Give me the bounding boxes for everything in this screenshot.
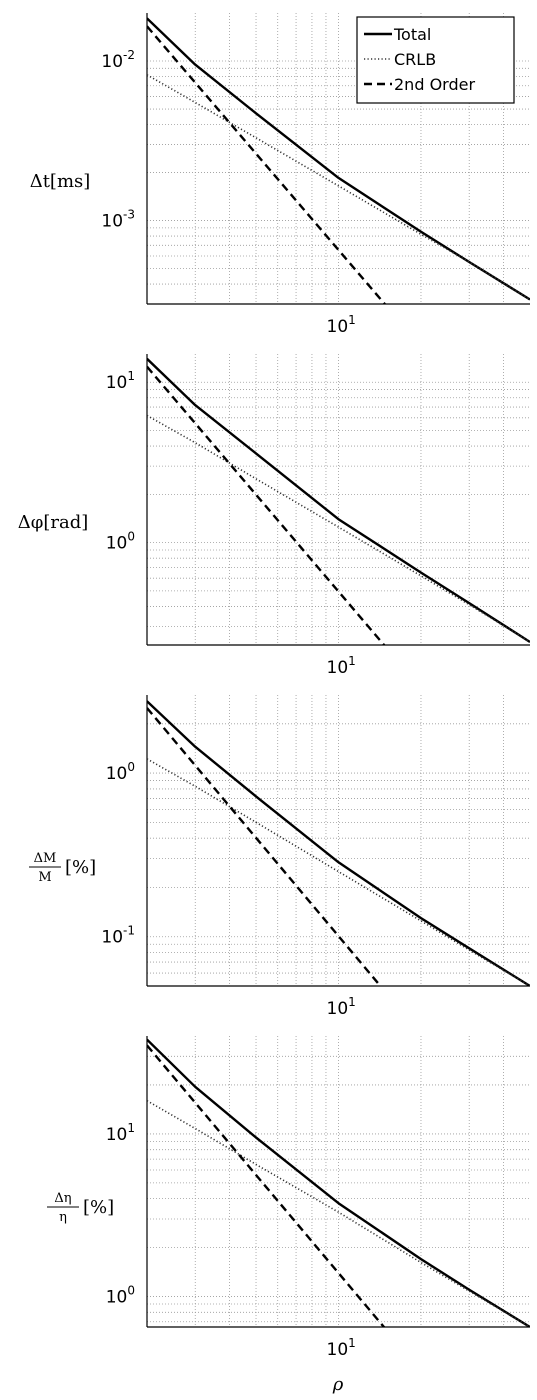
legend: Total CRLB 2nd Order [356,16,515,104]
y-axis-label: Δη η [%] [47,1191,114,1225]
chart-panel-4: 101 100 101 Δη η [%] ρ [47,1036,530,1395]
chart-panel-2: 101 100 101 Δφ[rad] [18,354,530,678]
x-tick-label: 101 [327,1336,356,1360]
y-axis-label: Δt[ms] [30,171,91,192]
y-label-denominator: η [59,1210,67,1225]
grid [147,354,530,645]
y-label-numerator: ΔM [34,851,57,866]
y-label-denominator: M [38,870,51,885]
chart-panel-3: 100 10-1 101 ΔM M [%] [29,695,530,1019]
y-tick-label: 10-3 [101,208,135,232]
y-tick-label: 10-2 [101,48,135,72]
series-2nd-order [147,1044,386,1327]
grid [147,1036,530,1327]
series-2nd-order [147,365,386,645]
y-tick-label: 100 [106,530,135,554]
x-axis-label: ρ [332,1374,344,1395]
y-axis-label: ΔM M [%] [29,851,96,885]
series-crlb [147,414,530,643]
legend-label: CRLB [394,50,436,69]
chart-panel-1: 10-2 10-3 101 Δt[ms] Total CRLB 2nd Order [30,13,530,337]
series-crlb [147,758,530,986]
series-total [147,357,530,644]
grid [147,695,530,986]
x-tick-label: 101 [327,654,356,678]
y-label-numerator: Δη [54,1191,71,1206]
series-crlb [147,1100,530,1327]
y-tick-label: 100 [106,1284,135,1308]
legend-box [356,16,515,104]
series-total [147,700,530,986]
series-total [147,17,530,301]
y-tick-label: 101 [106,369,135,393]
y-label-unit: [%] [83,1197,114,1218]
series-2nd-order [147,707,382,986]
legend-label: Total [393,25,431,44]
y-label-unit: [%] [65,857,96,878]
legend-label: 2nd Order [394,75,475,94]
y-tick-label: 10-1 [101,924,135,948]
series-total [147,1038,530,1327]
series-2nd-order [147,25,387,304]
y-tick-label: 101 [106,1121,135,1145]
x-tick-label: 101 [327,313,356,337]
y-tick-label: 100 [106,760,135,784]
x-tick-label: 101 [327,995,356,1019]
y-axis-label: Δφ[rad] [18,512,89,533]
series-crlb [147,74,530,301]
